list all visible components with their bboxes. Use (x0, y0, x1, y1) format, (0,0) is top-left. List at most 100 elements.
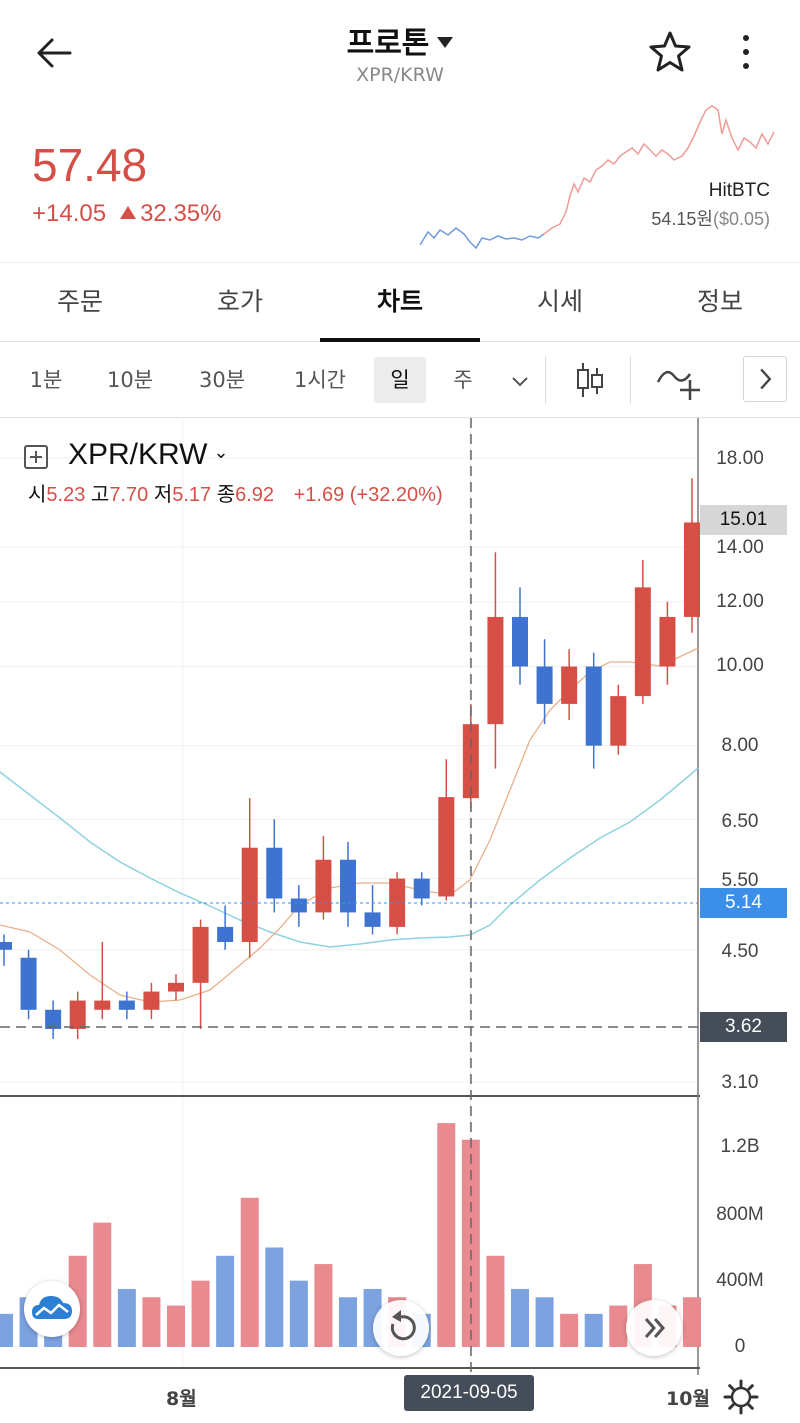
kebab-icon[interactable] (726, 30, 766, 74)
candle (94, 941, 111, 1020)
low-label: 저 (153, 484, 173, 506)
candlestick-icon[interactable] (574, 360, 606, 400)
arrow-left-icon[interactable] (30, 28, 80, 78)
price-tick: 12.00 (716, 591, 764, 612)
expand-legend-icon[interactable] (24, 445, 48, 469)
exchange-price: 54.15원($0.05) (651, 205, 770, 231)
price-chart[interactable] (0, 418, 800, 1423)
up-triangle-icon (120, 206, 137, 219)
volume-bar (314, 1264, 333, 1347)
pair-subtitle: XPR/KRW (356, 64, 444, 86)
ma-long-line (0, 767, 699, 948)
candle (217, 905, 234, 950)
sparkline-red (543, 105, 775, 235)
candle (536, 639, 553, 725)
volume-bar (191, 1280, 210, 1347)
legend-symbol[interactable]: XPR/KRW ⌄ (68, 438, 229, 472)
volume-tick: 800M (716, 1204, 764, 1225)
candle (0, 934, 12, 966)
interval-30min[interactable]: 30분 (198, 368, 246, 392)
open-label: 시 (28, 484, 47, 506)
app-header: 프로톤 XPR/KRW (0, 0, 800, 100)
chevron-right-icon[interactable] (743, 356, 787, 402)
candle-body (20, 957, 37, 1010)
candle-body (438, 797, 455, 897)
reset-button[interactable] (373, 1300, 429, 1356)
exchange-krw: 54.15원 (651, 209, 713, 229)
interval-week[interactable]: 주 (453, 368, 473, 392)
exchange-usd: ($0.05) (712, 209, 770, 229)
interval-bar: 1분 10분 30분 1시간 일 주 (0, 342, 800, 418)
scroll-to-latest-button[interactable] (626, 1300, 682, 1356)
x-tick-aug: 8월 (166, 1388, 197, 1410)
candle (192, 919, 209, 1029)
chevron-down-icon[interactable] (508, 372, 532, 390)
price-tick: 14.00 (716, 537, 764, 558)
candle (118, 991, 135, 1020)
candle-body (340, 859, 356, 913)
coin-title[interactable]: 프로톤 (346, 26, 430, 61)
candle-body (217, 926, 234, 942)
volume-bar (535, 1297, 554, 1347)
interval-1min[interactable]: 1분 (29, 368, 63, 392)
volume-bar (683, 1297, 701, 1347)
candle-body (315, 859, 332, 913)
candle (266, 819, 283, 913)
candle (364, 885, 381, 935)
low-value: 5.17 (172, 484, 212, 506)
caret-down-icon[interactable] (437, 37, 454, 48)
high-label: 고 (90, 484, 110, 506)
candle-body (192, 926, 209, 983)
volume-bar (289, 1280, 308, 1347)
close-label: 종 (216, 484, 236, 506)
candle (684, 478, 700, 633)
volume-bar (0, 1313, 13, 1347)
cloud-button[interactable] (24, 1281, 80, 1337)
interval-1hour[interactable]: 1시간 (293, 368, 346, 392)
volume-bar (584, 1313, 603, 1347)
tab-market[interactable]: 시세 (536, 287, 583, 316)
crosshair-date-tag: 2021-09-05 (404, 1375, 534, 1411)
candle (659, 601, 676, 685)
tab-order[interactable]: 주문 (56, 287, 103, 316)
candle (168, 974, 184, 1001)
change-value: +14.05 (32, 200, 107, 227)
candle-body (118, 1000, 135, 1010)
price-tick: 10.00 (716, 655, 764, 676)
candle (340, 841, 356, 927)
candle (634, 560, 651, 704)
candle (561, 649, 578, 721)
gear-icon[interactable] (722, 1378, 760, 1416)
candle (585, 652, 602, 769)
tab-info[interactable]: 정보 (696, 287, 743, 316)
volume-tick: 400M (716, 1270, 764, 1291)
interval-day[interactable]: 일 (374, 357, 426, 403)
candle (413, 872, 430, 906)
candle-body (634, 587, 651, 697)
divider (545, 356, 546, 404)
price-tick: 18.00 (716, 448, 764, 469)
title-block[interactable]: 프로톤 XPR/KRW (0, 18, 800, 86)
candle (69, 991, 86, 1039)
volume-bar (93, 1222, 112, 1347)
chevron-down-icon[interactable]: ⌄ (213, 442, 229, 462)
reset-icon (390, 1310, 416, 1341)
candle-body (659, 616, 676, 667)
legend-symbol-text: XPR/KRW (68, 438, 208, 471)
last-price-tag: 5.14 (700, 888, 787, 918)
tab-chart[interactable]: 차트 (320, 263, 480, 342)
candle-body (69, 1000, 86, 1029)
indicator-add-icon[interactable] (654, 358, 704, 404)
tab-orderbook[interactable]: 호가 (216, 287, 263, 316)
volume-bar (486, 1255, 505, 1347)
current-price: 57.48 (32, 139, 148, 191)
candle-body (94, 1000, 111, 1010)
star-icon[interactable] (646, 28, 694, 76)
candle-body (413, 878, 430, 899)
high-value: 7.70 (109, 484, 149, 506)
volume-bar (216, 1255, 235, 1347)
interval-10min[interactable]: 10분 (106, 368, 154, 392)
candle (610, 684, 627, 755)
candle (45, 1000, 62, 1039)
candle-body (143, 991, 160, 1010)
